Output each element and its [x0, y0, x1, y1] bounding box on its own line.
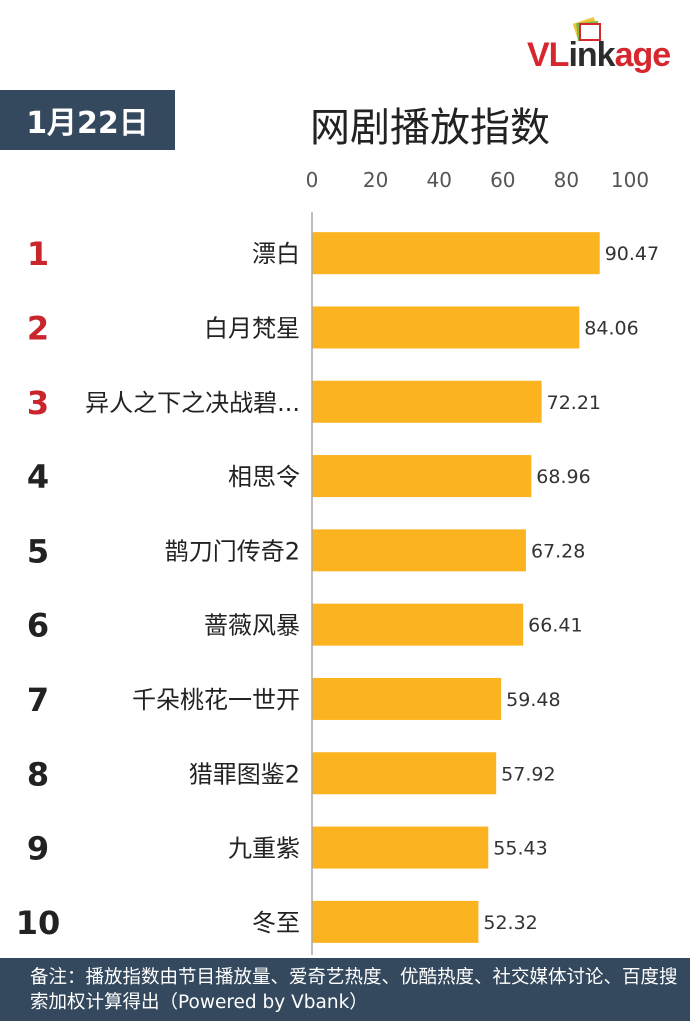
- category-label: 千朵桃花一世开: [132, 686, 300, 714]
- data-label: 52.32: [483, 912, 537, 934]
- x-tick-label: 20: [363, 168, 388, 192]
- data-label: 84.06: [584, 317, 638, 339]
- footnote: 备注：播放指数由节目播放量、爱奇艺热度、优酷热度、社交媒体讨论、百度搜索加权计算…: [0, 958, 690, 1021]
- bar: [312, 529, 526, 572]
- data-label: 68.96: [536, 466, 590, 488]
- x-tick-label: 100: [611, 168, 649, 192]
- category-label: 相思令: [228, 463, 300, 491]
- data-label: 59.48: [506, 689, 560, 711]
- bar: [312, 752, 497, 795]
- x-tick-label: 0: [306, 168, 319, 192]
- rank-number: 7: [27, 681, 49, 719]
- bar-chart: 0 20 40 60 80 100 1 漂白 90.47 2 白月梵星 84.06 3 异人之下之决战碧.…: [16, 168, 659, 955]
- category-label: 白月梵星: [204, 314, 300, 342]
- rank-number: 4: [27, 458, 49, 496]
- bar: [312, 603, 524, 646]
- x-tick-label: 60: [490, 168, 515, 192]
- data-label: 55.43: [493, 838, 547, 860]
- logo-emblem-icon: [572, 17, 601, 42]
- category-label: 鹊刀门传奇2: [165, 537, 300, 565]
- category-label: 漂白: [252, 240, 300, 268]
- bar: [312, 306, 580, 349]
- date-badge: 1月22日: [0, 90, 175, 150]
- rank-number: 10: [16, 904, 61, 942]
- data-label: 57.92: [501, 763, 555, 785]
- rank-number: 5: [27, 532, 49, 570]
- logo-accent-text: VL: [527, 36, 569, 74]
- logo-tail-text: age: [614, 36, 672, 74]
- rank-number: 2: [27, 309, 49, 347]
- category-label: 九重紫: [228, 835, 300, 863]
- chart-title: 网剧播放指数: [310, 105, 550, 151]
- bar: [312, 455, 532, 498]
- rank-number: 1: [27, 235, 49, 273]
- x-tick-label: 80: [554, 168, 579, 192]
- category-label: 异人之下之决战碧...: [85, 389, 300, 417]
- rank-number: 6: [27, 607, 49, 645]
- data-label: 66.41: [528, 615, 582, 637]
- data-label: 67.28: [531, 540, 585, 562]
- rank-number: 9: [27, 830, 49, 868]
- data-label: 90.47: [605, 243, 659, 265]
- x-tick-label: 40: [426, 168, 451, 192]
- rank-number: 8: [27, 755, 49, 793]
- bar: [312, 677, 502, 720]
- category-label: 猎罪图鉴2: [189, 760, 300, 788]
- bar: [312, 826, 489, 869]
- category-label: 蔷薇风暴: [204, 612, 300, 640]
- logo-rest-text: ink: [568, 36, 615, 74]
- rank-number: 3: [27, 384, 49, 422]
- data-label: 72.21: [547, 392, 601, 414]
- category-label: 冬至: [252, 909, 300, 937]
- bar: [312, 380, 542, 423]
- bar: [312, 900, 479, 943]
- vlinkage-logo: VLinkage: [527, 14, 687, 76]
- logo-wordmark: VLinkage: [527, 36, 672, 75]
- bar: [312, 232, 600, 275]
